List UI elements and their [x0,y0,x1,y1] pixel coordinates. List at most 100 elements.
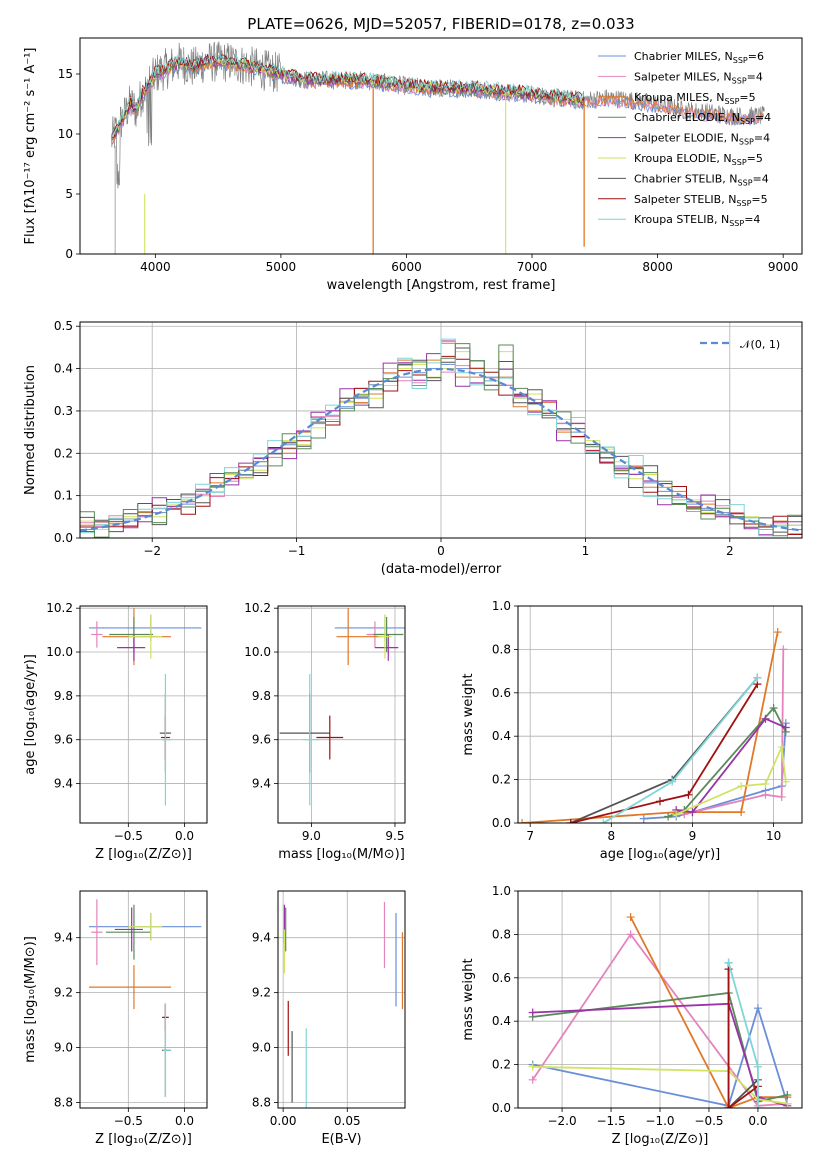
panel-spectrum: 4000 5000 6000 7000 8000 9000 0 5 10 15 wavelength… [23,15,803,293]
tick-label-y: 0.4 [492,729,511,743]
tick-label-y: 10 [58,127,73,141]
tick-label-y: 9.8 [54,689,73,703]
plot-area [88,899,202,1098]
weight-series-2 [522,631,779,823]
tick-label-y: 0.2 [54,446,73,460]
tick-label-x: 0 [437,544,445,558]
weight-point [737,782,746,791]
tick-label-x: −0.5 [114,1114,143,1128]
weight-series-3 [532,992,788,1103]
tick-label-y: 0.8 [492,642,511,656]
weight-point [737,808,746,817]
y-axis-label: age [log₁₀(age/yr)] [23,654,38,775]
tick-label-x: 5000 [266,260,297,274]
weight-point [518,819,527,823]
weight-point [599,819,608,823]
tick-label-x: −2.0 [547,1114,576,1128]
weight-point [626,913,635,922]
legend-entry: Chabrier MILES, NSSP=6 [634,50,764,65]
tick-label-x: 8000 [642,260,673,274]
tick-label-y: 0.6 [492,686,511,700]
tick-label-y: 0.5 [54,319,73,333]
tick-label-y: 9.4 [54,777,73,791]
weight-point [761,779,770,788]
weight-point [761,790,770,799]
tick-label-y: 0.2 [492,773,511,787]
panel-weight-vs-Z: −2.0 −1.5 −1.0 −0.5 0.0 0.0 0.2 0.4 0.6 0.8 1.0 Z [… [461,884,803,1147]
legend-entry: Salpeter ELODIE, NSSP=4 [634,132,770,147]
tick-label-x: 2 [726,544,734,558]
tick-label-y: 9.6 [252,733,271,747]
weight-series-7 [727,969,759,1108]
tick-label-x: 0.0 [175,1114,194,1128]
weight-point [672,810,681,819]
weight-point [777,743,786,752]
tick-label-y: 9.4 [54,931,73,945]
weight-series-0 [643,723,787,820]
panel-age-vs-Z: −0.5 0.0 9.4 9.6 9.8 10.0 10.2 Z [log₁₀(Z/Z⊙)] a… [23,601,208,862]
weight-series-7 [570,683,759,823]
tick-label-y: 0.4 [54,362,73,376]
tick-label-x: −1 [288,544,306,558]
tick-label-y: 0.0 [54,531,73,545]
tick-label-x: 0.00 [270,1114,297,1128]
weight-point [753,1104,762,1108]
x-axis-label: Z [log₁₀(Z/Z⊙)] [95,847,192,862]
weight-point [528,1008,537,1017]
tick-label-x: −1.5 [596,1114,625,1128]
axes-frame [277,890,406,1109]
tick-label-x: 0.0 [748,1114,767,1128]
weight-point [668,777,677,786]
weight-point [777,792,786,801]
weight-point [769,703,778,712]
tick-label-y: 15 [58,67,73,81]
tick-label-y: 10.0 [46,645,73,659]
weight-series-5 [532,1065,788,1105]
y-axis-label: mass weight [461,673,476,755]
weight-point [781,777,790,786]
tick-label-y: 5 [65,187,73,201]
weight-point [528,1075,537,1084]
tick-label-y: 9.0 [252,1041,271,1055]
tick-label-y: 10.2 [46,601,73,615]
weight-point [753,673,762,682]
plot-area [80,338,802,538]
tick-label-x: −0.5 [694,1114,723,1128]
weight-series-1 [531,932,788,1107]
x-axis-label: wavelength [Angstrom, rest frame] [327,278,556,293]
tick-label-y: 0.4 [492,1014,511,1028]
tick-label-x: 9.5 [385,829,404,843]
axes-frame [277,605,406,824]
tick-label-x: −1.0 [645,1114,674,1128]
tick-label-x: 1 [582,544,590,558]
plot-area [88,608,202,806]
plot-area [518,628,790,823]
legend-entry: Salpeter MILES, NSSP=4 [634,70,763,85]
weight-point [656,797,664,806]
tick-label-y: 0 [65,247,73,261]
tick-label-y: 9.8 [252,689,271,703]
legend-entry: Kroupa STELIB, NSSP=4 [634,213,760,228]
tick-label-y: 0.6 [492,971,511,985]
tick-label-y: 8.8 [54,1096,73,1110]
legend-entry: Kroupa ELODIE, NSSP=5 [634,152,763,167]
weight-point [528,1062,537,1071]
weight-point [639,814,648,823]
weight-point [773,628,782,637]
plot-area [111,41,765,254]
plot-area [528,913,792,1108]
axes-frame [79,37,803,255]
model-spectrum-0 [112,61,764,141]
weight-point [724,958,733,967]
tick-label-y: 1.0 [492,884,511,898]
plot-area [279,608,405,806]
tick-label-x: 10 [766,829,781,843]
tick-label-y: 0.0 [492,1101,511,1115]
tick-label-y: 0.8 [492,927,511,941]
weight-point [684,790,693,799]
legend: Chabrier MILES, NSSP=6 Salpeter MILES, NS… [598,50,771,228]
legend-entry: Chabrier ELODIE, NSSP=4 [634,111,771,126]
weight-series-8 [602,677,759,823]
weight-point [664,812,673,821]
axes-frame [79,890,208,1109]
